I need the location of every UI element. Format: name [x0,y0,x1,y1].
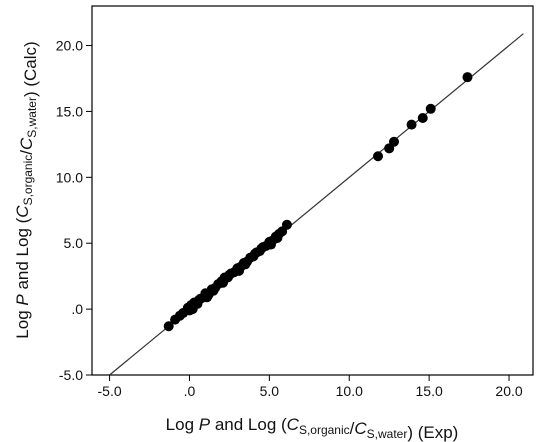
y-tick-label: 20.0 [56,38,83,54]
data-point [240,259,251,270]
x-tick-label: 15.0 [416,383,443,399]
data-point [462,72,473,83]
x-tick-label: -5.0 [98,383,122,399]
data-point [272,232,283,243]
x-tick-label: 5.0 [260,383,280,399]
data-point [256,243,267,254]
y-tick-label: .0 [71,301,83,317]
data-point [224,269,235,280]
data-point [194,294,205,305]
data-point [281,219,292,230]
data-point [265,239,276,250]
x-tick-label: .0 [184,383,196,399]
x-tick-label: 20.0 [495,383,522,399]
y-tick-label: 10.0 [56,169,83,185]
data-point [417,113,428,124]
data-point [388,136,399,147]
y-tick-label: 15.0 [56,103,83,119]
plot-frame [91,5,534,376]
data-point [202,292,213,303]
data-point [187,304,198,315]
y-axis-title: Log P and Log (CS,organic/CS,water) (Cal… [13,41,40,338]
data-point [208,285,219,296]
data-point [163,321,174,332]
axis-ticks: -5.0 .0 5.0 10.0 15.0 20.0 -5.0 .0 5.0 10.0 15.0 20… [56,38,523,399]
data-points [163,72,473,332]
y-tick-label: -5.0 [59,367,83,383]
x-axis-title: Log P and Log (CS,organic/CS,water) (Exp… [166,415,459,442]
data-point [406,119,417,130]
data-point [218,277,229,288]
data-point [234,265,244,276]
x-tick-label: 10.0 [336,383,363,399]
data-point [373,151,384,162]
y-tick-label: 5.0 [64,235,84,251]
data-point [425,103,436,114]
